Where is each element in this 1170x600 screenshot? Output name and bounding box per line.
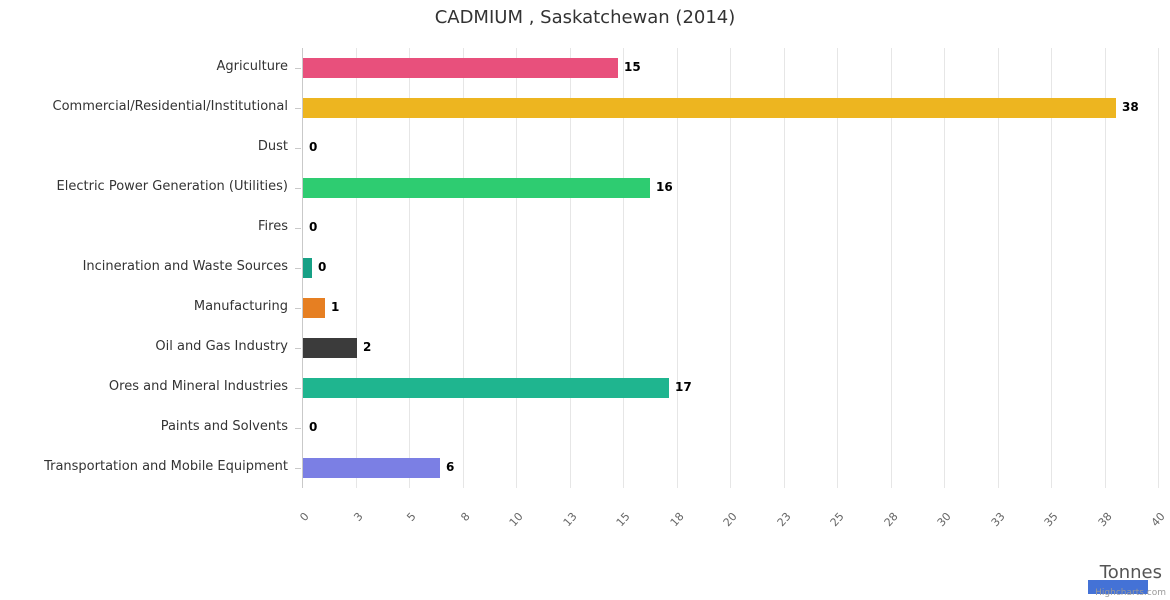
bar-electric-power-generation-utilities[interactable] bbox=[303, 178, 650, 198]
value-label-commercial-residential-institutional: 38 bbox=[1122, 100, 1139, 114]
value-label-electric-power-generation-utilities: 16 bbox=[656, 180, 673, 194]
category-label-oil-and-gas-industry: Oil and Gas Industry bbox=[155, 339, 288, 354]
category-label-electric-power-generation-utilities: Electric Power Generation (Utilities) bbox=[56, 179, 288, 194]
gridline bbox=[837, 48, 838, 488]
y-axis-tick bbox=[295, 188, 301, 189]
y-axis-tick bbox=[295, 228, 301, 229]
value-label-incineration-and-waste-sources: 0 bbox=[318, 260, 327, 274]
gridline bbox=[784, 48, 785, 488]
value-label-fires: 0 bbox=[309, 220, 318, 234]
chart-title: CADMIUM , Saskatchewan (2014) bbox=[434, 7, 736, 28]
category-label-agriculture: Agriculture bbox=[216, 59, 289, 74]
blue-bar-decoration bbox=[1088, 580, 1148, 594]
x-axis-title: Tonnes bbox=[1099, 562, 1162, 583]
gridline bbox=[356, 48, 357, 488]
y-axis-tick bbox=[295, 388, 301, 389]
value-label-transportation-and-mobile-equipment: 6 bbox=[446, 460, 455, 474]
y-axis-line bbox=[302, 48, 303, 488]
gridline bbox=[677, 48, 678, 488]
value-label-paints-and-solvents: 0 bbox=[309, 420, 318, 434]
bar-commercial-residential-institutional[interactable] bbox=[303, 98, 1116, 118]
x-axis-tick-text: 40 bbox=[1148, 510, 1168, 530]
bar-oil-and-gas-industry[interactable] bbox=[303, 338, 357, 358]
category-label-manufacturing: Manufacturing bbox=[193, 299, 288, 314]
y-axis-tick bbox=[295, 468, 301, 469]
gridline bbox=[944, 48, 945, 488]
y-axis-tick bbox=[295, 148, 301, 149]
category-label-transportation-and-mobile-equipment: Transportation and Mobile Equipment bbox=[44, 459, 288, 474]
gridline bbox=[463, 48, 464, 488]
gridline bbox=[730, 48, 731, 488]
category-label-commercial-residential-institutional: Commercial/Residential/Institutional bbox=[52, 99, 289, 114]
gridline bbox=[570, 48, 571, 488]
y-axis-tick bbox=[295, 348, 301, 349]
gridline bbox=[1105, 48, 1106, 488]
value-label-dust: 0 bbox=[309, 140, 318, 154]
bar-ores-and-mineral-industries[interactable] bbox=[303, 378, 669, 398]
category-label-ores-and-mineral-industries: Ores and Mineral Industries bbox=[108, 379, 288, 394]
value-label-manufacturing: 1 bbox=[331, 300, 340, 314]
category-label-dust: Dust bbox=[257, 139, 288, 154]
gridline bbox=[1158, 48, 1159, 488]
bar-incineration-and-waste-sources[interactable] bbox=[303, 258, 312, 278]
value-label-oil-and-gas-industry: 2 bbox=[363, 340, 372, 354]
highcharts-credits-link[interactable]: Highcharts.com bbox=[1095, 588, 1166, 598]
gridline bbox=[623, 48, 624, 488]
y-axis-tick bbox=[295, 68, 301, 69]
category-label-fires: Fires bbox=[258, 219, 288, 234]
gridline bbox=[998, 48, 999, 488]
value-label-ores-and-mineral-industries: 17 bbox=[675, 380, 692, 394]
y-axis-tick bbox=[295, 308, 301, 309]
x-axis-tick-label: 40 bbox=[1048, 510, 1168, 529]
gridline bbox=[409, 48, 410, 488]
gridline bbox=[1051, 48, 1052, 488]
bar-manufacturing[interactable] bbox=[303, 298, 325, 318]
gridline bbox=[891, 48, 892, 488]
y-axis-tick bbox=[295, 108, 301, 109]
bar-transportation-and-mobile-equipment[interactable] bbox=[303, 458, 440, 478]
gridline bbox=[516, 48, 517, 488]
category-label-incineration-and-waste-sources: Incineration and Waste Sources bbox=[82, 259, 288, 274]
y-axis-tick bbox=[295, 268, 301, 269]
category-label-paints-and-solvents: Paints and Solvents bbox=[160, 419, 288, 434]
value-label-agriculture: 15 bbox=[624, 60, 641, 74]
bar-agriculture[interactable] bbox=[303, 58, 618, 78]
y-axis-tick bbox=[295, 428, 301, 429]
